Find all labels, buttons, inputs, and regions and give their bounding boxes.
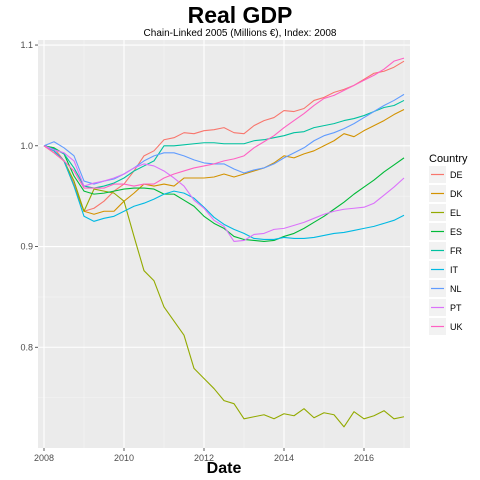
grid-major (38, 40, 410, 448)
y-tick-label: 1.0 (20, 141, 33, 151)
x-tick-label: 2012 (194, 453, 214, 463)
y-tick-label: 0.8 (20, 342, 33, 352)
legend-label: IT (450, 265, 459, 275)
legend-item-it: IT (429, 261, 459, 278)
series-line-dk (43, 109, 405, 215)
legend-item-pt: PT (429, 299, 462, 316)
legend-label: ES (450, 227, 462, 237)
x-tick-label: 2010 (114, 453, 134, 463)
series-lines (43, 57, 405, 428)
series-line-pt (43, 145, 405, 243)
legend-item-de: DE (429, 166, 463, 183)
legend-item-nl: NL (429, 280, 462, 297)
legend-label: FR (450, 246, 462, 256)
legend-label: PT (450, 303, 462, 313)
chart-title: Real GDP (188, 2, 293, 28)
series-line-it (43, 145, 405, 241)
x-axis: 2008 2010 2012 2014 2016 (34, 448, 374, 463)
x-axis-label: Date (207, 460, 242, 477)
legend-label: UK (450, 322, 463, 332)
legend-item-es: ES (429, 223, 462, 240)
x-tick-label: 2014 (274, 453, 294, 463)
chart-subtitle: Chain-Linked 2005 (Millions €), Index: 2… (144, 28, 337, 39)
legend-label: DK (450, 189, 463, 199)
plot-panel (38, 40, 410, 448)
legend-items: DE DK EL ES FR IT NL PT UK (429, 166, 463, 335)
series-line-el (43, 145, 405, 428)
legend-label: EL (450, 208, 461, 218)
y-tick-label: 0.9 (20, 242, 33, 252)
x-tick-label: 2016 (354, 453, 374, 463)
x-tick-label: 2008 (34, 453, 54, 463)
legend-item-fr: FR (429, 242, 462, 259)
legend-label: DE (450, 170, 463, 180)
y-axis: 0.8 0.9 1.0 1.1 (20, 40, 38, 352)
series-line-uk (43, 57, 405, 189)
legend-item-el: EL (429, 204, 461, 221)
y-tick-label: 1.1 (20, 40, 33, 50)
grid-minor (38, 40, 410, 448)
legend-label: NL (450, 284, 462, 294)
series-line-fr (43, 99, 405, 189)
legend: Country DE DK EL ES FR IT NL PT UK (429, 153, 468, 335)
series-line-es (43, 145, 405, 243)
legend-item-uk: UK (429, 318, 463, 335)
legend-title: Country (429, 153, 468, 165)
legend-item-dk: DK (429, 185, 463, 202)
series-line-de (43, 60, 405, 212)
